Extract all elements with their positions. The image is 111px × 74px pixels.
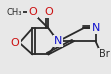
- Text: CH₃: CH₃: [6, 8, 22, 17]
- Text: O: O: [11, 38, 20, 48]
- Text: O: O: [44, 7, 53, 17]
- Text: N: N: [54, 36, 62, 46]
- Text: Br: Br: [99, 49, 110, 59]
- Text: N: N: [91, 23, 100, 33]
- Text: O: O: [28, 7, 37, 17]
